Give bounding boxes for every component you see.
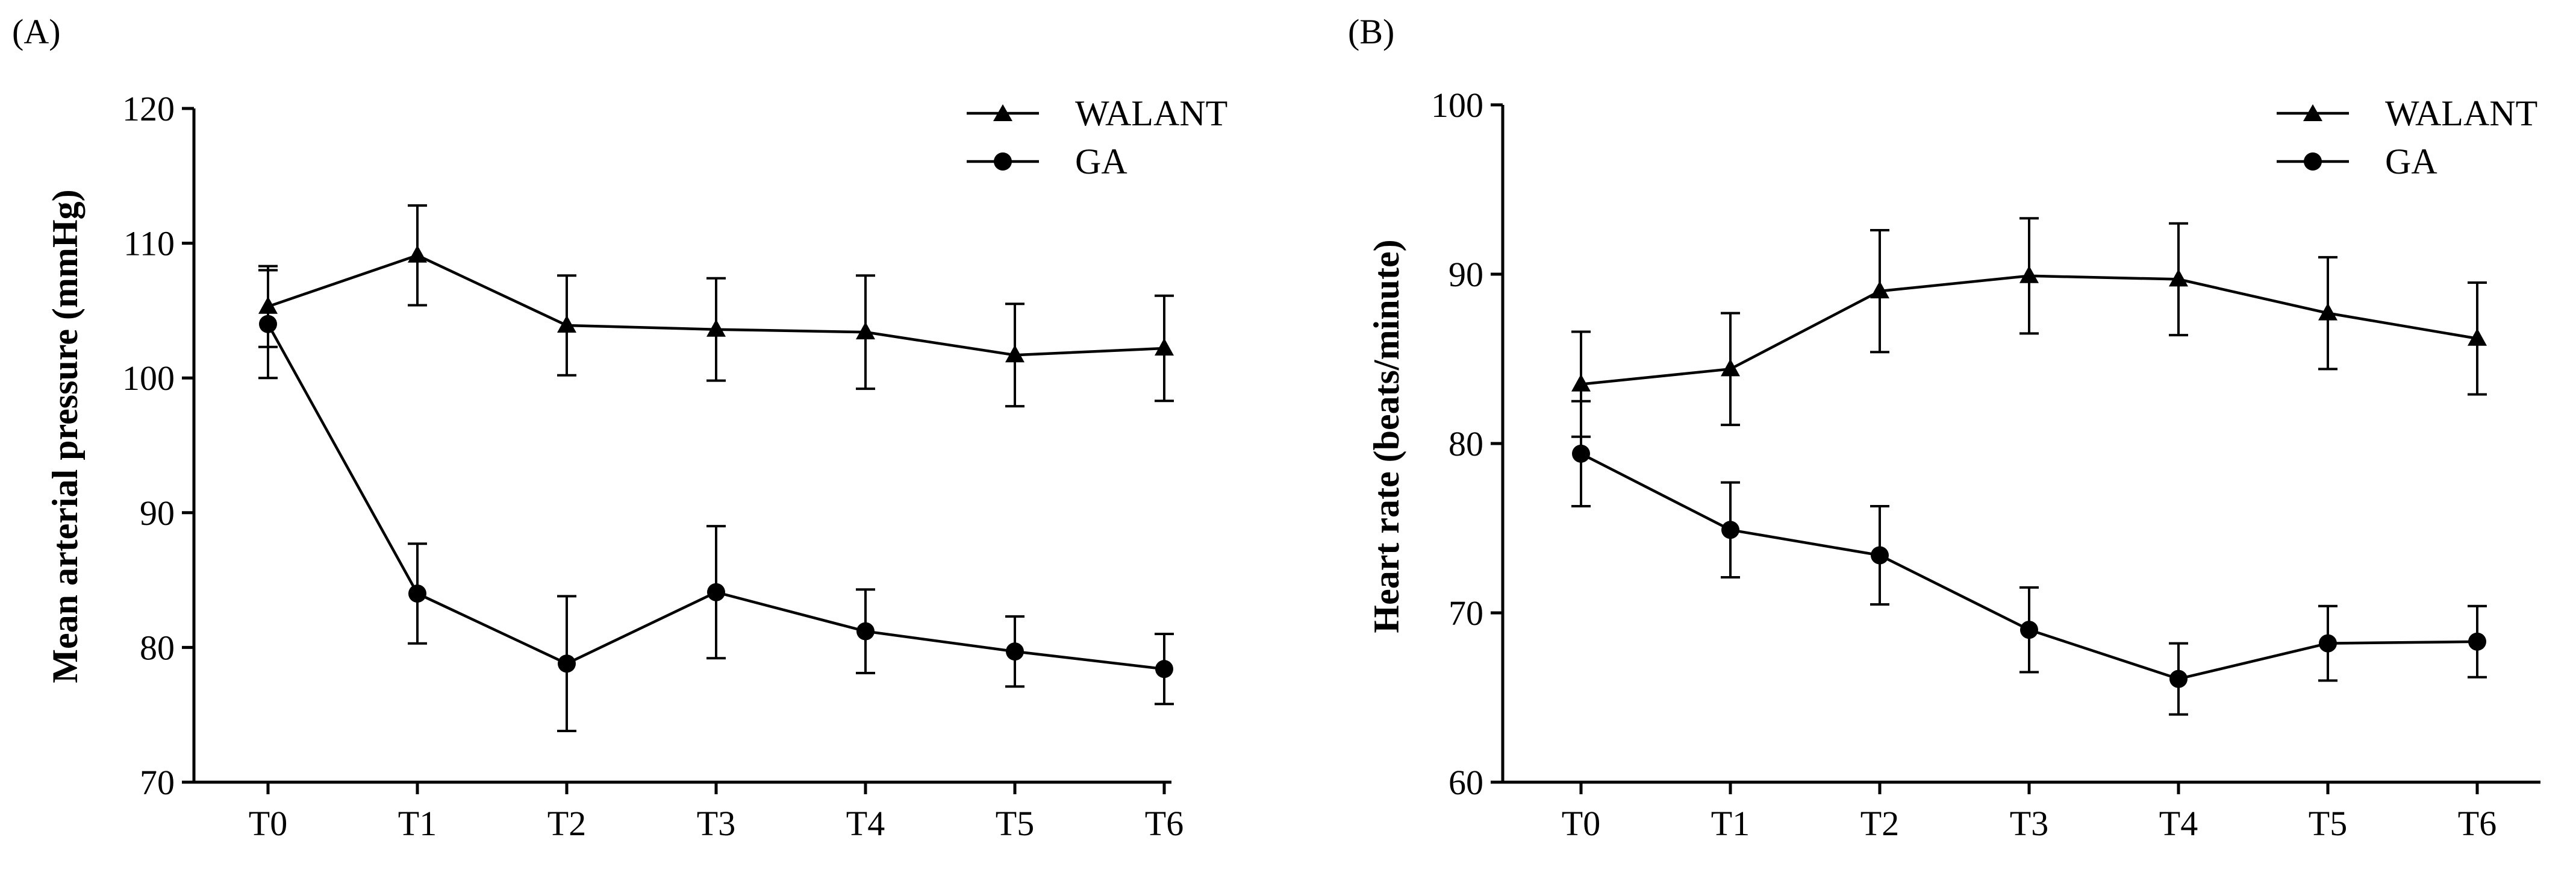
data-point-ga [259, 315, 277, 333]
x-tick-label: T1 [398, 804, 437, 843]
y-tick-label: 100 [122, 359, 175, 398]
data-point-ga [2468, 632, 2486, 651]
x-tick-label: T6 [2458, 804, 2496, 843]
data-point-ga [707, 583, 725, 601]
series-markers [258, 245, 1174, 679]
data-point-walant [2169, 269, 2188, 287]
series-markers [1571, 265, 2487, 688]
y-tick-label: 80 [140, 628, 175, 667]
data-point-walant [2318, 303, 2337, 321]
x-tick-label: T6 [1145, 804, 1184, 843]
y-tick-label: 120 [122, 89, 175, 128]
data-point-walant [1155, 338, 1174, 356]
y-tick-label: 70 [140, 763, 175, 802]
x-tick-label: T1 [1711, 804, 1750, 843]
y-axis-title: Heart rate (beats/minute) [1367, 239, 1406, 633]
legend-circle-marker [2304, 152, 2322, 171]
legend-triangle-marker [2303, 104, 2322, 121]
data-point-ga [2319, 634, 2337, 653]
data-point-ga [1572, 444, 1590, 463]
data-point-ga [2169, 669, 2188, 688]
data-point-walant [2468, 328, 2487, 346]
y-tick-label: 70 [1449, 594, 1483, 633]
x-tick-label: T4 [2159, 804, 2198, 843]
data-point-ga [2020, 621, 2038, 639]
data-point-walant [557, 315, 576, 333]
error-bars [1571, 217, 2487, 716]
panel-label: (B) [1348, 12, 1394, 51]
y-tick-label: 60 [1449, 763, 1483, 802]
data-point-walant [706, 319, 726, 337]
legend: WALANT GA [2277, 93, 2537, 181]
y-tick-label: 90 [1449, 255, 1483, 294]
x-tick-label: T5 [996, 804, 1034, 843]
x-tick-label: T2 [1860, 804, 1899, 843]
x-tick-label: T4 [846, 804, 885, 843]
y-tick-label: 100 [1431, 86, 1483, 125]
data-point-walant [258, 296, 278, 314]
data-point-ga [1721, 521, 1739, 539]
y-tick-label: 80 [1449, 424, 1483, 463]
legend: WALANT GA [967, 93, 1227, 181]
data-point-walant [2019, 265, 2039, 283]
data-point-ga [1155, 660, 1173, 679]
legend-triangle-marker [993, 104, 1012, 121]
data-point-walant [1005, 345, 1024, 363]
data-point-ga [856, 622, 875, 641]
data-point-walant [856, 322, 875, 340]
panel-a: (A) Mean arterial pressure (mmHg) 70 80 90… [12, 12, 1227, 843]
data-point-walant [1870, 281, 1889, 299]
panel-b: (B) Heart rate (beats/minute) 60 70 80 90 10… [1348, 12, 2540, 843]
legend-label-ga: GA [1075, 142, 1127, 181]
x-tick-label: T5 [2309, 804, 2347, 843]
legend-label-walant: WALANT [2385, 93, 2537, 133]
axes: 70 80 90 100 110 120 T0 T1 T2 T3 T4 T5 T6 [122, 89, 1184, 843]
data-point-ga [558, 654, 576, 673]
x-tick-label: T3 [2010, 804, 2048, 843]
y-tick-label: 110 [123, 224, 175, 263]
y-axis-title: Mean arterial pressure (mmHg) [45, 189, 85, 683]
data-point-ga [408, 584, 426, 603]
x-tick-label: T0 [249, 804, 287, 843]
x-tick-label: T2 [547, 804, 586, 843]
data-point-walant [408, 245, 427, 263]
legend-label-ga: GA [2385, 142, 2437, 181]
x-tick-label: T3 [697, 804, 735, 843]
data-point-walant [1571, 374, 1591, 392]
legend-label-walant: WALANT [1075, 93, 1227, 133]
x-tick-label: T0 [1562, 804, 1600, 843]
axes: 60 70 80 90 100 T0 T1 T2 T3 T4 T5 T6 [1431, 86, 2540, 843]
data-point-ga [1006, 642, 1024, 661]
legend-circle-marker [994, 152, 1012, 171]
data-point-walant [1721, 359, 1740, 377]
y-tick-label: 90 [140, 494, 175, 533]
panel-label: (A) [12, 12, 61, 51]
data-point-ga [1871, 546, 1889, 565]
error-bars [258, 204, 1174, 733]
